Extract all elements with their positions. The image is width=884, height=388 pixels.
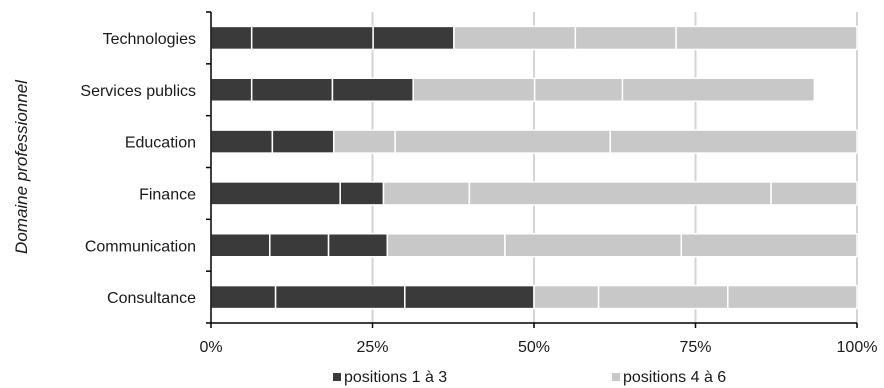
bar-segment bbox=[372, 25, 455, 51]
y-tick-label: Technologies bbox=[103, 31, 196, 48]
bar-segment bbox=[404, 284, 535, 310]
bar-segment bbox=[453, 25, 577, 51]
bar-segment bbox=[250, 77, 334, 102]
bar-segment bbox=[210, 77, 253, 102]
gridlines bbox=[371, 12, 858, 323]
bar-segment bbox=[210, 233, 271, 258]
legend: positions 1 à 3 positions 4 à 6 bbox=[333, 369, 726, 386]
bar-segment bbox=[533, 284, 600, 310]
y-tick-label: Education bbox=[125, 135, 196, 152]
x-tick-label: 50% bbox=[518, 339, 550, 356]
x-tick-label: 0% bbox=[199, 339, 222, 356]
legend-swatch bbox=[612, 373, 620, 381]
x-tick-label: 100% bbox=[837, 339, 878, 356]
bar-segment bbox=[504, 233, 683, 258]
bar-segment bbox=[382, 181, 471, 206]
bar-segment bbox=[609, 129, 858, 154]
bar-segment bbox=[210, 129, 274, 154]
axes bbox=[206, 11, 858, 328]
bar-segment bbox=[394, 129, 611, 154]
bar-segment bbox=[597, 284, 729, 310]
bar-segment bbox=[574, 25, 677, 51]
bar-segment bbox=[621, 77, 816, 102]
y-axis-title: Domaine professionnel bbox=[12, 79, 31, 254]
bar-segment bbox=[680, 233, 858, 258]
bar-segment bbox=[271, 129, 335, 154]
bar-segment bbox=[274, 284, 406, 310]
y-tick-label: Finance bbox=[139, 186, 196, 203]
bar-segment bbox=[386, 233, 506, 258]
legend-label: positions 4 à 6 bbox=[623, 369, 726, 386]
bar-segment bbox=[210, 284, 277, 310]
bar-segment bbox=[727, 284, 858, 310]
bar-segment bbox=[332, 129, 396, 154]
bars bbox=[210, 25, 858, 310]
legend-swatch bbox=[333, 373, 341, 381]
legend-label: positions 1 à 3 bbox=[344, 369, 447, 386]
y-tick-label: Communication bbox=[85, 238, 196, 255]
bar-segment bbox=[331, 77, 414, 102]
bar-segment bbox=[210, 181, 341, 206]
bar-segment bbox=[675, 25, 858, 51]
y-tick-label: Services publics bbox=[80, 83, 196, 100]
bar-segment bbox=[327, 233, 389, 258]
bar-segment bbox=[770, 181, 858, 206]
bar-segment bbox=[468, 181, 772, 206]
bar-segment bbox=[339, 181, 385, 206]
y-tick-label: Consultance bbox=[107, 290, 196, 307]
x-tick-label: 75% bbox=[679, 339, 711, 356]
bar-segment bbox=[210, 25, 253, 51]
x-tick-label: 25% bbox=[356, 339, 388, 356]
bar-segment bbox=[269, 233, 330, 258]
bar-segment bbox=[412, 77, 536, 102]
bar-segment bbox=[533, 77, 624, 102]
bar-segment bbox=[250, 25, 374, 51]
tick-labels: 0% 25% 50% 75% 100% Technologies Services publ… bbox=[80, 31, 877, 356]
